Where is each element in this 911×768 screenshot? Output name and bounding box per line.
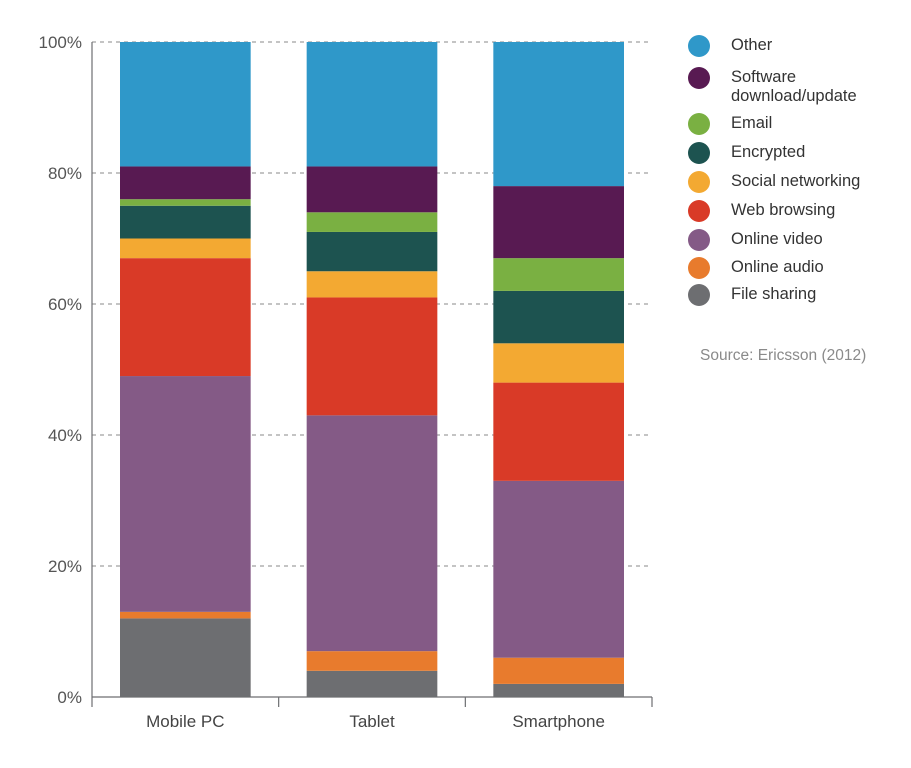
y-tick-label: 60% (48, 295, 82, 314)
legend-label: Web browsing (731, 201, 836, 219)
legend-swatch-icon (688, 200, 710, 222)
bar-segment-web-browsing (493, 382, 624, 481)
bar-segment-online-audio (493, 657, 624, 684)
bar-segment-social-networking (306, 271, 438, 298)
bar-segment-file-sharing (120, 618, 251, 697)
legend-label: Email (731, 114, 773, 132)
bar-segment-software-download-update (493, 186, 624, 259)
legend-swatch-icon (688, 113, 710, 135)
legend-label: Online video (731, 230, 823, 248)
legend-item: Software download/update (688, 67, 901, 106)
legend-item: Other (688, 35, 901, 57)
bar-segment-other (306, 42, 438, 167)
bar-segment-file-sharing (306, 670, 438, 697)
bar-stack-tablet (306, 42, 438, 697)
bar-segment-email (306, 212, 438, 232)
legend-item: Web browsing (688, 200, 901, 222)
bars (120, 42, 624, 697)
bar-segment-encrypted (120, 205, 251, 239)
bar-segment-web-browsing (306, 297, 438, 416)
category-label: Smartphone (512, 712, 605, 731)
bar-segment-email (120, 199, 251, 206)
bar-segment-other (493, 42, 624, 187)
legend-swatch-icon (688, 67, 710, 89)
category-label: Mobile PC (146, 712, 224, 731)
bar-segment-online-audio (120, 611, 251, 619)
y-tick-label: 40% (48, 426, 82, 445)
legend-swatch-icon (688, 35, 710, 57)
legend-label: Software download/update (731, 68, 857, 105)
legend-swatch-icon (688, 171, 710, 193)
bar-stack-mobile-pc (120, 42, 251, 697)
bar-segment-file-sharing (493, 683, 624, 697)
bar-segment-social-networking (120, 238, 251, 259)
y-tick-label: 80% (48, 164, 82, 183)
axes (91, 42, 652, 698)
category-labels: Mobile PC Tablet Smartphone (146, 712, 605, 731)
source-note: Source: Ericsson (2012) (700, 347, 867, 364)
legend-item: Email (688, 113, 901, 135)
category-label: Tablet (349, 712, 395, 731)
legend-label: Other (731, 36, 773, 54)
legend-label: Encrypted (731, 143, 806, 161)
bar-segment-online-audio (306, 651, 438, 671)
y-tick-label: 20% (48, 557, 82, 576)
bar-segment-other (120, 42, 251, 167)
legend-swatch-icon (688, 257, 710, 279)
y-tick-label: 0% (57, 688, 82, 707)
legend-label: Online audio (731, 258, 824, 276)
legend-item: Encrypted (688, 142, 901, 164)
x-tick-marks (91, 697, 653, 707)
legend-item: Online video (688, 229, 901, 251)
legend-swatch-icon (688, 229, 710, 251)
legend-item: File sharing (688, 284, 901, 306)
legend-label: Social networking (731, 172, 861, 190)
bar-segment-social-networking (493, 343, 624, 383)
bar-segment-encrypted (306, 231, 438, 272)
y-tick-label: 100% (39, 33, 82, 52)
y-tick-labels: 0% 20% 40% 60% 80% 100% (39, 33, 82, 707)
legend-swatch-icon (688, 142, 710, 164)
bar-segment-software-download-update (306, 166, 438, 213)
bar-segment-web-browsing (120, 258, 251, 377)
bar-segment-online-video (306, 415, 438, 652)
bar-segment-software-download-update (120, 166, 251, 200)
legend-label: File sharing (731, 285, 817, 303)
bar-segment-encrypted (493, 290, 624, 344)
bar-segment-online-video (493, 480, 624, 658)
bar-stack-smartphone (493, 42, 624, 697)
bar-segment-online-video (120, 376, 251, 612)
legend-item: Social networking (688, 171, 901, 193)
bar-segment-email (493, 258, 624, 291)
legend-item: Online audio (688, 257, 901, 279)
legend-swatch-icon (688, 284, 710, 306)
